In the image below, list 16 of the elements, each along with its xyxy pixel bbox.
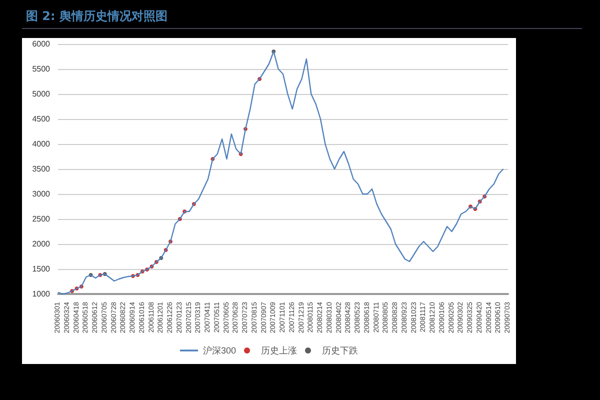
legend-label: 历史下跌 (322, 346, 358, 356)
y-tick-label: 5000 (32, 90, 51, 98)
line-series (57, 50, 504, 295)
legend-label: 沪深300 (202, 346, 236, 356)
y-tick-label: 1500 (32, 264, 51, 274)
y-tick-label: 2500 (32, 214, 51, 224)
y-tick-label: 2000 (32, 240, 51, 248)
y-tick-label: 3500 (32, 164, 51, 174)
y-tick-label: 3000 (32, 190, 51, 198)
y-tick-label: 4000 (32, 140, 51, 148)
legend-label: 历史上涨 (261, 346, 298, 356)
y-tick-label: 6000 (32, 40, 51, 48)
y-tick-label: 5500 (32, 64, 51, 74)
y-tick-label: 1000 (32, 290, 51, 298)
chart-title: 图 2: 舆情历史情况对照图 (26, 8, 168, 25)
y-tick-label: 4500 (32, 114, 51, 124)
